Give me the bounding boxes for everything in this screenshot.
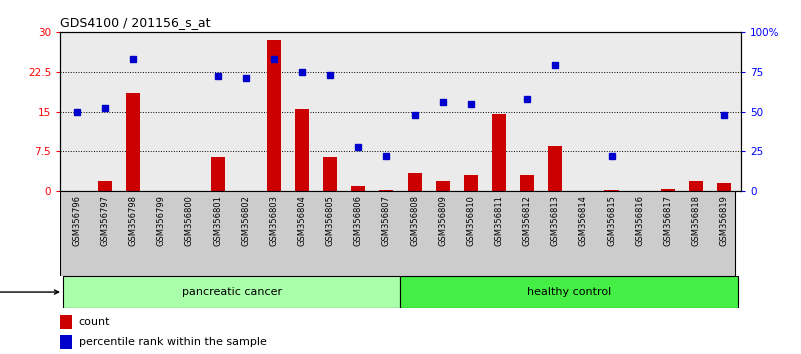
Bar — [520, 175, 534, 191]
Text: GSM356813: GSM356813 — [551, 195, 560, 246]
Text: GSM356805: GSM356805 — [326, 195, 335, 246]
Text: GSM356797: GSM356797 — [101, 195, 110, 246]
Bar — [605, 190, 618, 191]
Text: GSM356801: GSM356801 — [213, 195, 222, 246]
Text: GSM356803: GSM356803 — [269, 195, 279, 246]
Text: GSM356811: GSM356811 — [494, 195, 504, 246]
Bar — [492, 114, 506, 191]
Text: GSM356817: GSM356817 — [663, 195, 672, 246]
Text: GSM356796: GSM356796 — [72, 195, 82, 246]
Text: GSM356799: GSM356799 — [157, 195, 166, 246]
Text: GSM356812: GSM356812 — [522, 195, 532, 246]
Text: GSM356815: GSM356815 — [607, 195, 616, 246]
Text: GSM356798: GSM356798 — [129, 195, 138, 246]
Bar — [60, 335, 72, 348]
Text: pancreatic cancer: pancreatic cancer — [182, 287, 282, 297]
Bar — [323, 156, 337, 191]
Bar — [661, 188, 674, 191]
Text: GSM356807: GSM356807 — [382, 195, 391, 246]
Bar — [63, 276, 400, 308]
Bar — [400, 276, 738, 308]
Bar — [464, 175, 478, 191]
Bar — [408, 172, 421, 191]
Bar — [211, 156, 224, 191]
Text: GSM356802: GSM356802 — [241, 195, 250, 246]
Bar — [267, 40, 281, 191]
Bar — [436, 181, 449, 191]
Bar — [352, 186, 365, 191]
Text: GSM356818: GSM356818 — [691, 195, 700, 246]
Text: GSM356808: GSM356808 — [410, 195, 419, 246]
Text: GDS4100 / 201156_s_at: GDS4100 / 201156_s_at — [60, 16, 211, 29]
Text: healthy control: healthy control — [527, 287, 611, 297]
Bar — [98, 181, 112, 191]
Text: GSM356810: GSM356810 — [466, 195, 475, 246]
Bar — [689, 181, 703, 191]
Bar — [60, 315, 72, 329]
Text: GSM356819: GSM356819 — [719, 195, 729, 246]
Text: GSM356809: GSM356809 — [438, 195, 447, 246]
Text: GSM356806: GSM356806 — [354, 195, 363, 246]
Text: count: count — [78, 317, 111, 327]
Text: GSM356804: GSM356804 — [297, 195, 307, 246]
Text: GSM356816: GSM356816 — [635, 195, 644, 246]
Bar — [380, 190, 393, 191]
Text: GSM356814: GSM356814 — [579, 195, 588, 246]
Bar — [127, 93, 140, 191]
Bar — [295, 109, 309, 191]
Bar — [717, 183, 731, 191]
Text: percentile rank within the sample: percentile rank within the sample — [78, 337, 267, 347]
Text: disease state: disease state — [0, 287, 58, 297]
Text: GSM356800: GSM356800 — [185, 195, 194, 246]
Bar — [548, 146, 562, 191]
